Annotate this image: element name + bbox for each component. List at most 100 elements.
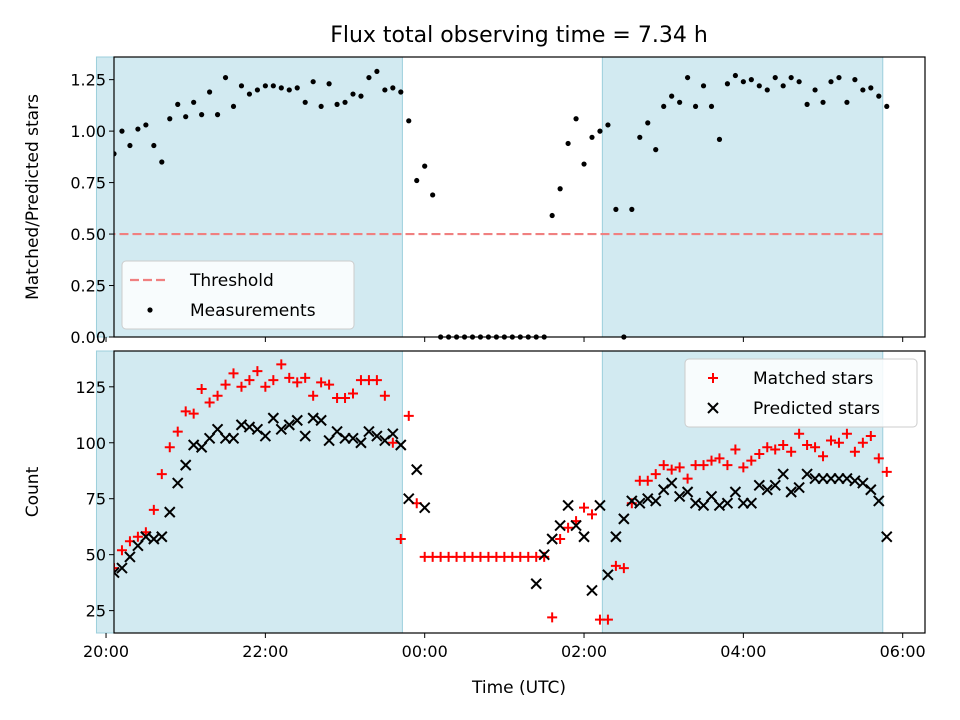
predicted-point	[793, 481, 805, 494]
y-tick-label: 25	[86, 602, 106, 621]
predicted-point	[315, 414, 327, 427]
predicted-point	[124, 551, 136, 563]
measurement-point	[246, 91, 253, 97]
matched-point	[865, 431, 876, 442]
observing-windows-top	[95, 56, 884, 338]
predicted-point	[227, 432, 240, 444]
matched-point	[802, 440, 813, 450]
measurement-point	[151, 142, 157, 149]
measurement-point	[860, 87, 866, 93]
predicted-point	[618, 513, 630, 525]
predicted-point	[642, 493, 654, 505]
chart-title: Flux total observing time = 7.34 h	[330, 23, 708, 48]
ratio-legend: Threshold Measurements	[121, 260, 355, 330]
measurement-point	[732, 72, 738, 79]
predicted-point	[164, 506, 176, 518]
predicted-point	[530, 578, 542, 590]
matched-point	[379, 390, 390, 401]
matched-point	[555, 534, 566, 544]
measurement-point	[684, 74, 691, 81]
predicted-point	[187, 439, 200, 451]
measurement-point	[780, 83, 786, 89]
x-tick-label: 00:00	[402, 642, 448, 661]
matched-point	[778, 440, 789, 450]
legend-entry-measurements: Measurements	[147, 301, 316, 321]
predicted-point	[179, 459, 192, 471]
predicted-point	[172, 477, 184, 489]
matched-point	[260, 381, 271, 392]
ratio-y-axis-label: Matched/Predicted stars	[23, 94, 43, 300]
measurement-point	[716, 136, 723, 142]
predicted-point	[140, 531, 152, 543]
measurement-point	[812, 87, 818, 93]
predicted-point	[705, 490, 718, 503]
count-legend: Matched stars Predicted stars	[684, 358, 918, 428]
predicted-point	[387, 428, 399, 440]
predicted-point	[570, 519, 582, 532]
predicted-point	[729, 486, 742, 498]
legend-box	[121, 260, 355, 330]
measurement-point	[430, 192, 436, 198]
legend-box	[684, 358, 918, 428]
predicted-point	[395, 439, 407, 451]
matched-point	[722, 460, 733, 471]
matched-point	[881, 466, 892, 477]
matched-point	[547, 612, 558, 623]
predicted-point	[610, 531, 622, 543]
predicted-point	[259, 430, 272, 442]
matched-point	[610, 560, 621, 571]
predicted-point	[116, 562, 128, 574]
measurement-point	[358, 93, 364, 99]
matched-point	[212, 390, 223, 401]
predicted-point	[114, 566, 120, 579]
matched-point	[276, 359, 287, 370]
measurement-point	[326, 81, 332, 87]
predicted-point	[546, 533, 558, 545]
measurement-point	[788, 74, 794, 81]
matched-point	[180, 406, 191, 417]
measurement-point	[884, 103, 890, 110]
measurement-point	[382, 87, 388, 93]
measurement-point	[406, 118, 412, 124]
predicted-point	[562, 499, 574, 512]
ratio-panel-ticks: 0.00 0.25 0.50 0.75 1.00 1.25	[70, 71, 904, 347]
measurement-point	[342, 99, 348, 105]
matched-point	[196, 384, 207, 395]
y-tick-label: 0.75	[70, 174, 106, 193]
measurement-point	[366, 74, 372, 81]
measurement-point	[175, 101, 181, 107]
predicted-point	[307, 412, 319, 424]
matched-point	[347, 388, 358, 399]
measurement-point	[214, 112, 221, 118]
y-tick-label: 0.25	[70, 277, 106, 296]
matched-point	[292, 377, 303, 388]
measurement-point	[565, 140, 571, 147]
predicted-point	[785, 486, 797, 498]
y-tick-label: 1.00	[70, 122, 106, 141]
predicted-point	[411, 463, 423, 476]
measurement-point	[294, 85, 300, 91]
matched-point	[268, 375, 279, 386]
predicted-point	[753, 479, 766, 491]
y-tick-label: 0.50	[70, 225, 106, 244]
matched-point	[387, 437, 398, 448]
matched-point	[674, 462, 685, 473]
measurement-point	[748, 77, 754, 83]
matched-point	[682, 473, 693, 484]
matched-point	[849, 446, 860, 457]
matched-point	[300, 372, 311, 383]
measurement-point	[756, 83, 762, 89]
measurement-point	[557, 186, 563, 192]
measurement-point	[828, 79, 834, 85]
matched-point	[340, 393, 351, 403]
measurement-point	[764, 87, 770, 93]
matched-point	[738, 462, 749, 473]
matched-point	[156, 469, 167, 480]
measurement-point	[119, 128, 125, 134]
measurement-point	[114, 151, 117, 157]
measurement-point	[820, 99, 826, 105]
measurement-point	[708, 103, 715, 110]
measurement-point	[589, 134, 595, 140]
predicted-point	[689, 497, 702, 509]
